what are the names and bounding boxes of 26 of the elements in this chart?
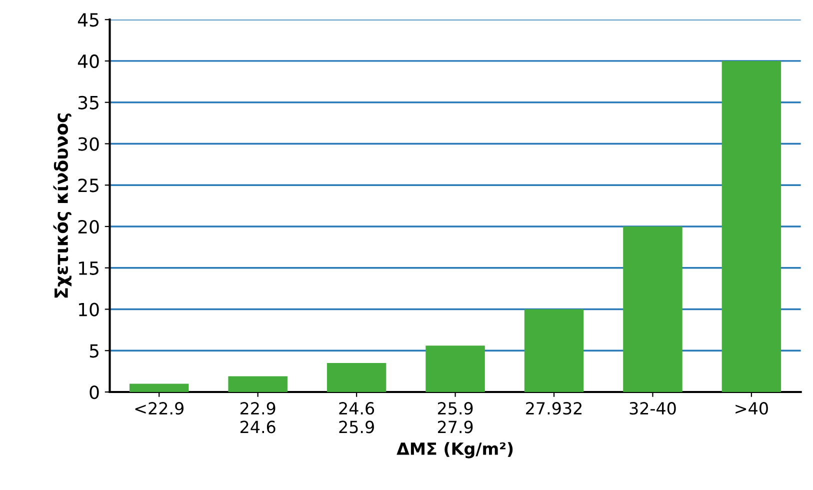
bar bbox=[623, 226, 682, 392]
x-tick-label: 32-40 bbox=[630, 402, 676, 415]
x-tick-label: <22.9 bbox=[135, 402, 184, 415]
bar bbox=[326, 363, 386, 392]
bar bbox=[722, 60, 782, 392]
y-tick-label: 40 bbox=[78, 54, 99, 68]
y-tick-label: 15 bbox=[79, 262, 98, 275]
x-tick-label: 22.9 24.6 bbox=[240, 402, 276, 434]
bar bbox=[426, 346, 485, 392]
y-tick-label: 0 bbox=[90, 385, 99, 400]
x-tick-label: >40 bbox=[736, 402, 768, 415]
x-tick-label: 25.9 27.9 bbox=[438, 402, 473, 434]
y-tick-label: 30 bbox=[78, 137, 99, 151]
x-tick-label: 27.932 bbox=[526, 402, 582, 415]
x-axis-title: ΔΜΣ (Kg/m²) bbox=[396, 442, 513, 458]
bar bbox=[524, 309, 584, 392]
bar bbox=[130, 384, 189, 392]
y-tick-label: 20 bbox=[78, 220, 99, 234]
y-tick-label: 45 bbox=[78, 13, 98, 27]
bar bbox=[228, 376, 288, 392]
x-tick-label: 24.6 25.9 bbox=[339, 402, 374, 434]
y-tick-label: 25 bbox=[78, 178, 98, 192]
y-tick-label: 35 bbox=[78, 96, 98, 110]
y-tick-label: 10 bbox=[79, 302, 99, 316]
y-tick-label: 5 bbox=[90, 344, 98, 358]
y-axis-title: Σχετικός κίνδυνος bbox=[53, 114, 72, 298]
